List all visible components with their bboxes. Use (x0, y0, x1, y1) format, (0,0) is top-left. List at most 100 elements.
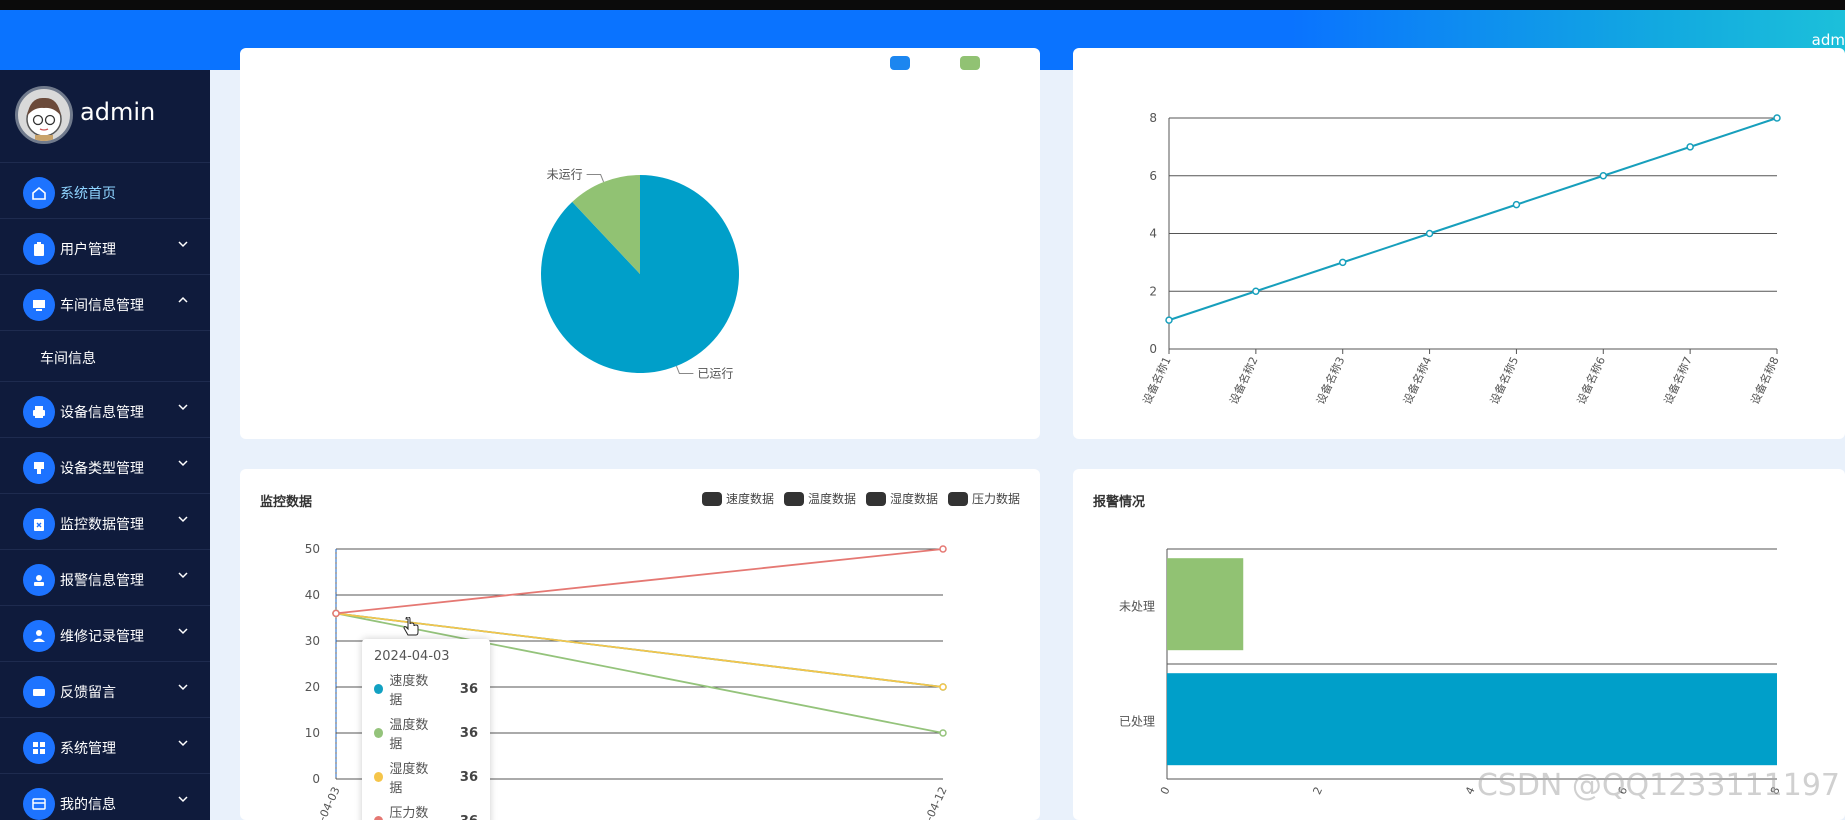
sidebar-item-home[interactable]: 系统首页 (0, 163, 210, 219)
x-tick-label: 设备名称4 (1400, 354, 1434, 406)
y-tick-label: 40 (305, 588, 320, 602)
tooltip-marker (374, 772, 384, 782)
data-point[interactable] (1338, 258, 1347, 267)
pie-slice[interactable] (541, 175, 739, 374)
sidebar-item-grid[interactable]: 系统管理 (0, 718, 210, 774)
y-tick-label: 0 (1149, 342, 1157, 356)
sidebar-profile: admin (0, 70, 210, 163)
wallet-icon (23, 788, 55, 820)
data-point[interactable] (1425, 229, 1434, 238)
sidebar-item-label: 设备信息管理 (60, 405, 144, 421)
chevron-down-icon (178, 684, 188, 691)
data-point[interactable] (939, 729, 947, 737)
x-tick-label: 设备名称1 (1139, 354, 1173, 406)
tooltip-marker (374, 684, 384, 694)
legend-item[interactable]: 速度数据 (701, 490, 774, 507)
sidebar-item-clipboard-x[interactable]: 监控数据管理 (0, 494, 210, 550)
y-tick-label: 6 (1149, 169, 1157, 183)
tooltip-series-name: 压力数据 (389, 806, 429, 820)
sidebar-item-label: 监控数据管理 (60, 517, 144, 533)
pie-label-line (675, 365, 694, 374)
x-tick-label: 设备名称3 (1313, 354, 1347, 406)
alarm-bar[interactable] (1167, 673, 1777, 766)
data-point[interactable] (332, 609, 340, 618)
legend-item[interactable]: 湿度数据 (865, 490, 938, 507)
avatar[interactable] (15, 86, 73, 144)
legend-swatch (783, 491, 804, 506)
y-tick-label: 10 (305, 726, 320, 740)
pie-slice[interactable] (572, 175, 640, 274)
x-tick-label: 设备名称7 (1661, 354, 1695, 406)
data-point[interactable] (1252, 287, 1260, 295)
x-tick-label: -04-03 (316, 785, 343, 820)
alarm-card-title: 报警情况 (1093, 495, 1146, 510)
sidebar-item-tag[interactable]: 设备类型管理 (0, 438, 210, 494)
sidebar-item-label: 车间信息 (40, 351, 96, 367)
chevron-down-icon (178, 740, 188, 747)
y-tick-label: 20 (305, 680, 320, 694)
sidebar-item-printer[interactable]: 设备信息管理 (0, 382, 210, 438)
pie-label-line (586, 174, 605, 183)
sidebar: admin 系统首页用户管理车间信息管理车间信息设备信息管理 设备类型管理 监控数据… (0, 70, 210, 820)
header-username[interactable]: adm (1811, 31, 1845, 49)
tooltip-series-name: 湿度数据 (389, 762, 429, 796)
monitor-card-title: 监控数据 (260, 495, 313, 510)
data-point[interactable] (1165, 316, 1173, 324)
chart-tooltip: 2024-04-03 速度数据 36 温度数据 36 湿度数据 36 压力数据 36 (362, 639, 490, 820)
x-tick-label: 设备名称8 (1747, 354, 1781, 406)
home-icon (23, 177, 55, 209)
legend-label: 速度数据 (725, 492, 774, 506)
device-count-series-line (1168, 117, 1778, 322)
y-tick-label: 4 (1149, 227, 1157, 241)
x-tick-label: 0 (1158, 785, 1173, 797)
status-pie-card: 已运行 未运行 (240, 48, 1040, 439)
ticket-icon (23, 676, 55, 708)
data-point[interactable] (1599, 172, 1608, 180)
legend-swatch-running[interactable] (890, 56, 910, 70)
sidebar-item-monitor[interactable]: 车间信息管理 (0, 275, 210, 331)
x-tick-label: 6 (1615, 785, 1630, 797)
sidebar-item-user[interactable]: 维修记录管理 (0, 606, 210, 662)
chevron-up-icon (178, 296, 188, 303)
sidebar-item-label: 我的信息 (60, 797, 116, 813)
legend-swatch-not-running[interactable] (960, 56, 980, 70)
sidebar-item-clipboard[interactable]: 用户管理 (0, 219, 210, 275)
data-point[interactable] (1773, 114, 1781, 122)
sidebar-subitem[interactable]: 车间信息 (0, 331, 210, 382)
legend-swatch (947, 491, 968, 506)
sidebar-item-label: 车间信息管理 (60, 298, 144, 314)
sidebar-item-label: 设备类型管理 (60, 461, 144, 477)
legend-item[interactable]: 温度数据 (783, 490, 856, 507)
sidebar-item-label: 系统管理 (60, 741, 116, 757)
x-tick-label: 2 (1310, 785, 1325, 797)
user-card-icon (23, 564, 55, 596)
monitor-icon (23, 289, 55, 321)
tooltip-value: 36 (459, 769, 478, 785)
sidebar-menu: 系统首页用户管理车间信息管理车间信息设备信息管理 设备类型管理 监控数据管理报警信息… (0, 163, 210, 820)
data-point[interactable] (939, 683, 947, 691)
pie-label: 未运行 (547, 168, 583, 182)
legend-item[interactable]: 压力数据 (947, 490, 1020, 507)
chevron-down-icon (178, 516, 188, 523)
x-tick-label: 4 (1463, 785, 1478, 797)
y-tick-label: 2 (1149, 284, 1157, 298)
tooltip-value: 36 (459, 725, 478, 741)
sidebar-item-label: 用户管理 (60, 242, 116, 258)
data-point[interactable] (1512, 200, 1521, 209)
hand-cursor-icon (403, 617, 419, 636)
sidebar-item-user-card[interactable]: 报警信息管理 (0, 550, 210, 606)
sidebar-item-label: 维修记录管理 (60, 629, 144, 645)
alarm-bar[interactable] (1167, 558, 1244, 651)
y-tick-label: 0 (312, 772, 320, 786)
legend-label: 湿度数据 (889, 492, 938, 506)
x-tick-label: 设备名称5 (1487, 354, 1521, 406)
monitor-series-line (335, 548, 944, 615)
alarm-card: 报警情况 未处理 已处理 0 2 4 6 8 (1073, 469, 1845, 820)
sidebar-item-wallet[interactable]: 我的信息 (0, 774, 210, 820)
tooltip-marker (374, 816, 384, 820)
data-point[interactable] (1686, 143, 1694, 151)
sidebar-item-label: 反馈留言 (60, 685, 116, 701)
data-point[interactable] (939, 545, 947, 553)
sidebar-item-ticket[interactable]: 反馈留言 (0, 662, 210, 718)
